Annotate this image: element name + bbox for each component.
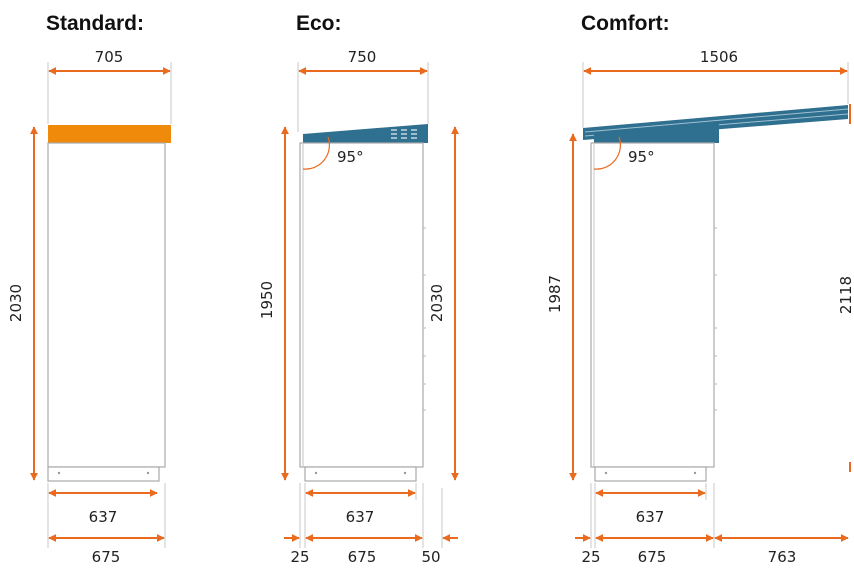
eco-screw-right bbox=[403, 471, 407, 475]
eco-roof-vents bbox=[391, 129, 417, 139]
comfort-width-top-label: 1506 bbox=[700, 48, 738, 66]
standard-cabinet-base bbox=[47, 466, 160, 482]
eco-roof bbox=[303, 124, 428, 143]
comfort-side-ticks bbox=[714, 227, 717, 411]
standard-base-outer-label: 675 bbox=[92, 548, 121, 566]
standard-variant: Standard: 705 2030 637 675 bbox=[7, 12, 172, 566]
comfort-cabinet-body bbox=[590, 142, 715, 468]
comfort-screw-left bbox=[604, 471, 608, 475]
comfort-height-left-label: 1987 bbox=[546, 275, 564, 313]
eco-variant: Eco: 750 bbox=[258, 12, 459, 566]
comfort-variant: Comfort: 1506 95° 1987 2118 bbox=[546, 12, 854, 566]
eco-height-left-label: 1950 bbox=[258, 281, 276, 319]
standard-screw-left bbox=[57, 471, 61, 475]
comfort-screw-right bbox=[693, 471, 697, 475]
standard-width-top-label: 705 bbox=[95, 48, 124, 66]
standard-cabinet-body bbox=[47, 142, 166, 468]
comfort-roof bbox=[594, 124, 719, 143]
comfort-angle-label: 95° bbox=[628, 148, 655, 166]
comfort-cabinet-base bbox=[594, 466, 707, 482]
eco-screw-left bbox=[314, 471, 318, 475]
eco-left-offset-label: 25 bbox=[290, 548, 309, 566]
eco-width-top-label: 750 bbox=[348, 48, 377, 66]
eco-cabinet-body bbox=[299, 142, 424, 468]
eco-base-outer-label: 675 bbox=[348, 548, 377, 566]
comfort-left-offset-label: 25 bbox=[581, 548, 600, 566]
eco-angle-label: 95° bbox=[337, 148, 364, 166]
eco-angle-arc bbox=[302, 136, 331, 170]
comfort-base-inner-label: 637 bbox=[636, 508, 665, 526]
comfort-base-outer-label: 675 bbox=[638, 548, 667, 566]
comfort-title: Comfort: bbox=[581, 12, 670, 35]
standard-height-label: 2030 bbox=[7, 284, 25, 322]
comfort-extension-label: 763 bbox=[768, 548, 797, 566]
comfort-angle-arc bbox=[593, 136, 622, 170]
eco-cabinet-base bbox=[304, 466, 417, 482]
comfort-roof-line-1 bbox=[584, 108, 849, 133]
standard-base-inner-label: 637 bbox=[89, 508, 118, 526]
eco-right-offset-label: 50 bbox=[421, 548, 440, 566]
comfort-height-right-label: 2118 bbox=[837, 276, 854, 314]
eco-side-ticks bbox=[423, 227, 426, 411]
standard-screw-right bbox=[146, 471, 150, 475]
standard-roof bbox=[48, 125, 171, 143]
standard-title: Standard: bbox=[46, 12, 144, 35]
eco-height-right-label: 2030 bbox=[428, 284, 446, 322]
eco-title: Eco: bbox=[296, 12, 342, 35]
eco-base-inner-label: 637 bbox=[346, 508, 375, 526]
